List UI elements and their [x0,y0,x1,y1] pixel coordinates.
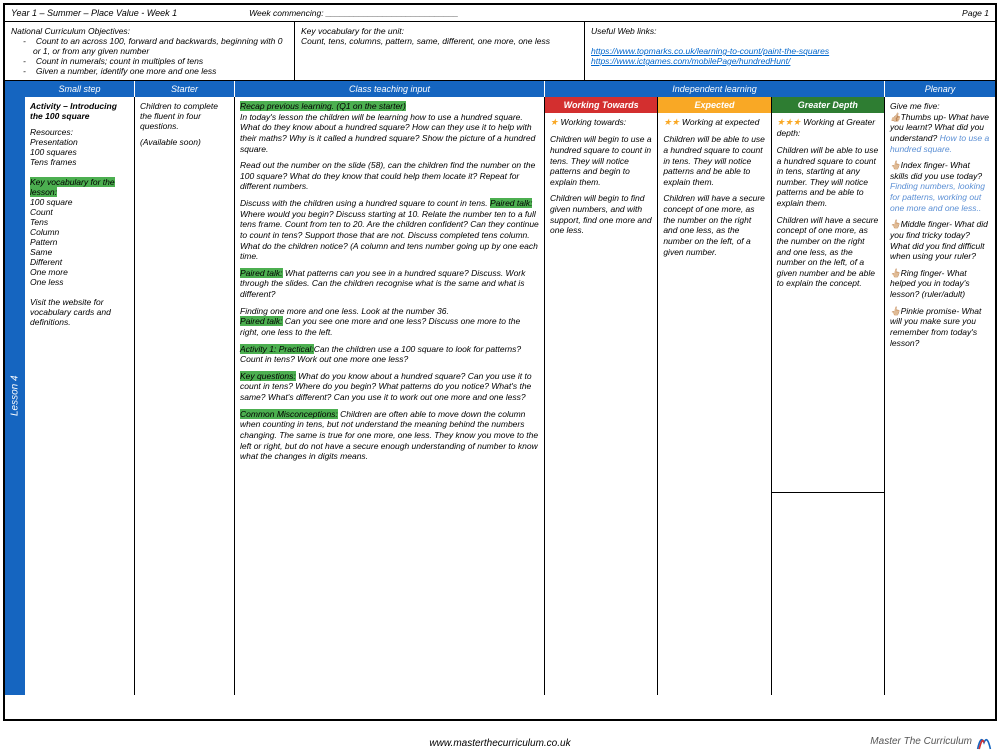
objective-item: Given a number, identify one more and on… [15,66,288,76]
starter-column: Children to complete the fluent in four … [135,97,235,695]
starter-avail: (Available soon) [140,137,229,147]
indep-column: Working Towards ★ Working towards: Child… [545,97,885,695]
vocab-text: Count, tens, columns, pattern, same, dif… [301,36,578,46]
gd-header: Greater Depth [772,97,884,113]
logo-icon [976,731,992,751]
starter-text: Children to complete the fluent in four … [140,101,229,131]
activity-title: Activity – Introducing the 100 square [30,101,129,121]
greater-depth-col: Greater Depth ★★★ Working at Greater dep… [772,97,884,695]
page-number: Page 1 [956,5,995,21]
footer-url: www.masterthecurriculum.co.uk [0,738,1000,749]
column-headers: Small step Starter Class teaching input … [5,81,995,97]
input-p: Common Misconceptions: Children are ofte… [240,409,539,462]
plenary-thumb: 👍🏼Thumbs up- What have you learnt? What … [890,112,990,155]
objective-item: Count to an across 100, forward and back… [15,36,288,56]
plenary-ring: 👆🏼Ring finger- What helped you in today'… [890,268,990,300]
col-header-starter: Starter [135,81,235,97]
exp-header: Expected [658,97,770,113]
paired-talk-label: Paired talk: [240,268,283,278]
recap-label: Recap previous learning. (Q1 on the star… [240,101,406,111]
paired-talk-label: Paired talk: [490,198,533,208]
objectives-title: National Curriculum Objectives: [11,26,288,36]
plenary-index: 👆🏼Index finger- What skills did you use … [890,160,990,213]
star-icon: ★★ [663,117,679,127]
input-p: Discuss with the children using a hundre… [240,198,539,262]
resources-label: Resources: [30,127,129,137]
input-p: Finding one more and one less. Look at t… [240,306,539,338]
web-link[interactable]: https://www.topmarks.co.uk/learning-to-c… [591,46,989,56]
input-p: Read out the number on the slide (58), c… [240,160,539,192]
week-commencing: Week commencing: _______________________… [243,5,464,21]
objectives-list: Count to an across 100, forward and back… [15,36,288,76]
col-header-plenary: Plenary [885,81,995,97]
meta-row: National Curriculum Objectives: Count to… [5,22,995,81]
col-header-input: Class teaching input [235,81,545,97]
misc-label: Common Misconceptions: [240,409,338,419]
exp-body: ★★ Working at expected Children will be … [658,113,770,267]
expected-col: Expected ★★ Working at expected Children… [658,97,771,695]
wt-body: ★ Working towards: Children will begin t… [545,113,657,246]
plenary-intro: Give me five: [890,101,990,112]
lesson-label: Lesson 4 [5,97,25,695]
smallstep-column: Activity – Introducing the 100 square Re… [25,97,135,695]
web-link[interactable]: https://www.ictgames.com/mobilePage/hund… [591,56,989,66]
objective-item: Count in numerals; count in multiples of… [15,56,288,66]
activity-label: Activity 1: Practical: [240,344,314,354]
vocab-cell: Key vocabulary for the unit: Count, tens… [295,22,585,80]
lesson-tab-spacer [5,81,25,97]
paired-talk-label: Paired talk: [240,316,283,326]
col-header-indep: Independent learning [545,81,885,97]
keyvocab-label: Key vocabulary for the lesson: [30,177,115,197]
star-icon: ★ [550,117,558,127]
input-p: Key questions: What do you know about a … [240,371,539,403]
doc-title: Year 1 – Summer – Place Value - Week 1 [5,5,183,21]
keyq-label: Key questions: [240,371,296,381]
links-title: Useful Web links: [591,26,989,36]
plenary-pinkie: 👆🏼Pinkie promise- What will you make sur… [890,306,990,349]
input-p: Paired talk: What patterns can you see i… [240,268,539,300]
input-column: Recap previous learning. (Q1 on the star… [235,97,545,695]
resources-list: Presentation 100 squares Tens frames [30,137,129,167]
col-header-smallstep: Small step [25,81,135,97]
lesson-plan-page: Year 1 – Summer – Place Value - Week 1 W… [3,3,997,721]
links-cell: Useful Web links: https://www.topmarks.c… [585,22,995,80]
body-row: Lesson 4 Activity – Introducing the 100 … [5,97,995,695]
working-towards-col: Working Towards ★ Working towards: Child… [545,97,658,695]
plenary-column: Give me five: 👍🏼Thumbs up- What have you… [885,97,995,695]
visit-website: Visit the website for vocabulary cards a… [30,297,129,327]
input-p: Activity 1: Practical:Can the children u… [240,344,539,365]
input-p: In today's lesson the children will be l… [240,112,539,155]
wt-header: Working Towards [545,97,657,113]
star-icon: ★★★ [777,117,801,127]
header-row: Year 1 – Summer – Place Value - Week 1 W… [5,5,995,22]
objectives-cell: National Curriculum Objectives: Count to… [5,22,295,80]
brand-logo: Master The Curriculum [870,731,992,751]
vocab-title: Key vocabulary for the unit: [301,26,578,36]
keyvocab-list: 100 square Count Tens Column Pattern Sam… [30,197,129,287]
brand-text: Master The Curriculum [870,736,972,747]
plenary-middle: 👆🏼Middle finger- What did you find trick… [890,219,990,262]
gd-body: ★★★ Working at Greater depth: Children w… [772,113,884,493]
